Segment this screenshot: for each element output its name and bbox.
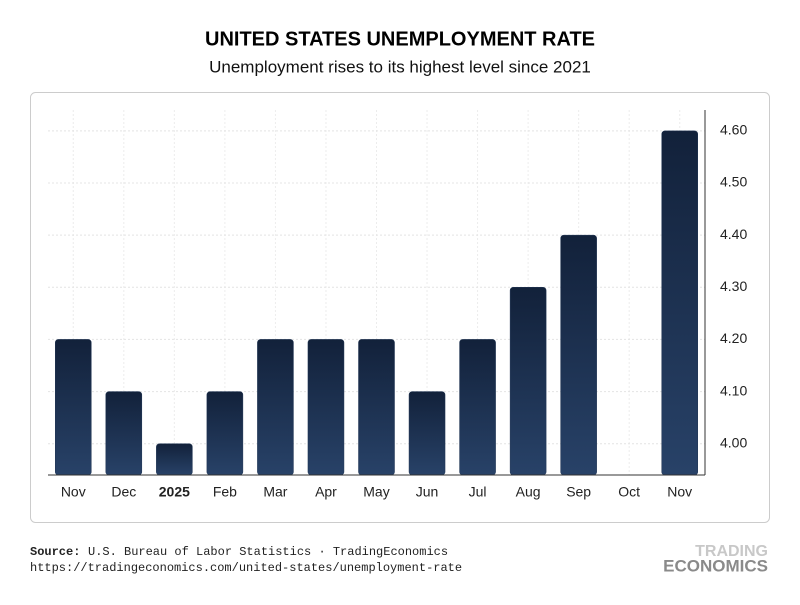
x-tick-label: Nov [667,484,692,500]
chart-title: UNITED STATES UNEMPLOYMENT RATE [205,28,595,50]
plot-area: 4.00 4.10 4.20 4.30 4.40 4.50 4.60 Nov Dec 2025 Fe… [48,110,747,500]
logo-top: TRADING [695,543,768,560]
bar [105,391,143,476]
x-tick-label: 2025 [159,484,190,500]
y-tick-label: 4.40 [720,226,747,242]
x-tick-label: Aug [516,484,541,500]
bar [408,391,446,476]
logo-bottom: ECONOMICS [663,556,768,575]
x-tick-label: Oct [618,484,640,500]
x-tick-label: Jun [416,484,439,500]
x-tick-label: Jul [469,484,487,500]
y-tick-label: 4.50 [720,174,747,190]
source-label: Source: [30,545,80,559]
bar [358,339,395,476]
bar [257,339,294,476]
chart-frame [30,92,770,523]
x-tick-label: Apr [315,484,337,500]
y-tick-label: 4.60 [720,122,747,138]
bar [156,443,193,476]
bar [206,391,244,476]
bar [307,339,345,476]
x-tick-label: Feb [213,484,237,500]
bar [459,339,496,476]
source-url: https://tradingeconomics.com/united-stat… [30,561,462,575]
bar [661,130,698,476]
source-text: U.S. Bureau of Labor Statistics · Tradin… [88,545,448,559]
bar [55,339,92,476]
x-tick-label: May [363,484,389,500]
y-tick-label: 4.20 [720,330,747,346]
bar [560,234,597,476]
x-tick-label: Sep [566,484,591,500]
chart-subtitle: Unemployment rises to its highest level … [209,57,591,76]
y-tick-label: 4.30 [720,278,747,294]
x-tick-label: Nov [61,484,86,500]
x-tick-label: Dec [111,484,136,500]
x-tick-label: Mar [263,484,287,500]
y-tick-label: 4.00 [720,434,747,450]
y-tick-label: 4.10 [720,382,747,398]
bar [509,287,547,476]
